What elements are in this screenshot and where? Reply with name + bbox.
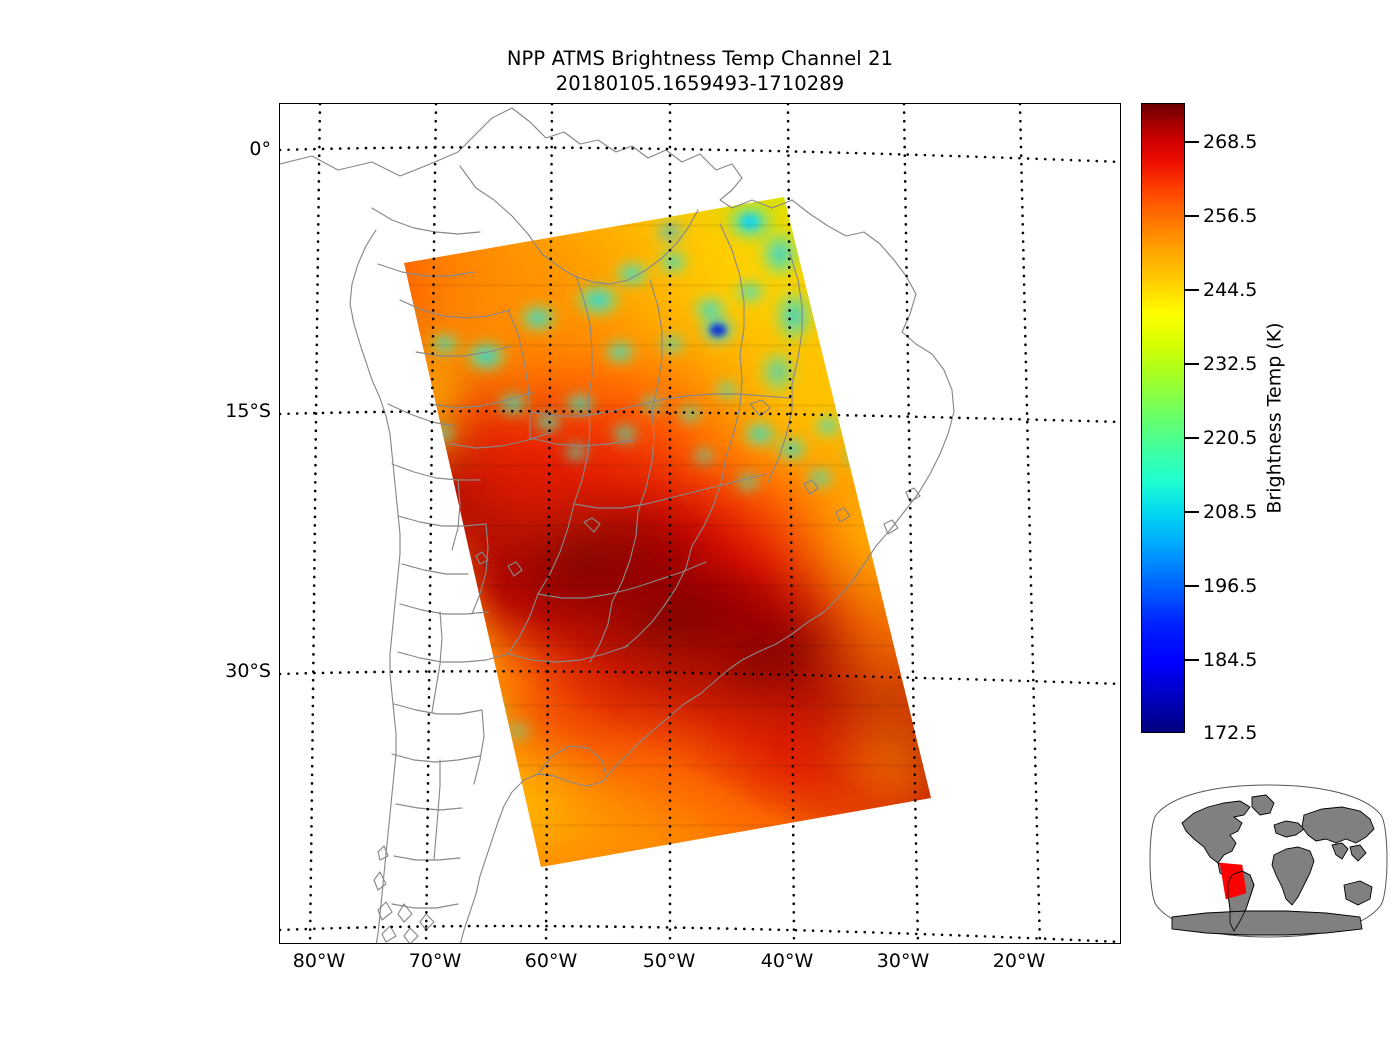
meridian-70W	[424, 104, 438, 943]
cbtick-mark-256	[1185, 215, 1199, 217]
parallel-0	[280, 146, 1120, 164]
meridian-30W	[902, 104, 920, 943]
colorbar-gradient	[1142, 104, 1184, 732]
graticule-layer	[280, 104, 1120, 943]
colorbar-label-text: Brightness Temp (K)	[1264, 322, 1286, 514]
cbtick-mark-244	[1185, 289, 1199, 291]
ytick-30S: 30°S	[225, 660, 271, 682]
inset-svg	[1149, 784, 1388, 938]
meridian-80W	[308, 104, 322, 943]
xtick-50W: 50°W	[642, 950, 696, 972]
cbtick-268: 268.5	[1203, 131, 1258, 153]
scanline-texture	[404, 224, 931, 827]
meridian-40W	[786, 104, 796, 943]
cbtick-mark-220	[1185, 437, 1199, 439]
map-plot-area	[279, 103, 1121, 944]
xtick-70W: 70°W	[408, 950, 462, 972]
map-canvas	[280, 104, 1120, 943]
colorbar-label: Brightness Temp (K)	[1258, 103, 1292, 733]
cbtick-mark-208	[1185, 511, 1199, 513]
cbtick-220: 220.5	[1203, 427, 1258, 449]
cbtick-232: 232.5	[1203, 353, 1258, 375]
cbtick-184: 184.5	[1203, 649, 1258, 671]
meridian-60W	[544, 104, 554, 943]
cbtick-mark-232	[1185, 363, 1199, 365]
cbtick-244: 244.5	[1203, 279, 1258, 301]
xtick-40W: 40°W	[760, 950, 814, 972]
inset-south-america-outline	[1227, 870, 1255, 932]
xtick-30W: 30°W	[876, 950, 930, 972]
parallel-30S	[280, 669, 1120, 686]
title-line-2: 20180105.1659493-1710289	[555, 72, 845, 95]
coastline-layer	[280, 107, 955, 943]
ytick-15S: 15°S	[225, 400, 271, 422]
map-svg	[280, 104, 1120, 943]
xtick-20W: 20°W	[992, 950, 1046, 972]
cbtick-mark-196	[1185, 585, 1199, 587]
parallel-45S	[280, 924, 1120, 943]
cbtick-172: 172.5	[1203, 722, 1258, 744]
xtick-80W: 80°W	[292, 950, 346, 972]
cbtick-mark-184	[1185, 659, 1199, 661]
cbtick-256: 256.5	[1203, 205, 1258, 227]
figure-title: NPP ATMS Brightness Temp Channel 21 2018…	[0, 46, 1400, 96]
xtick-60W: 60°W	[524, 950, 578, 972]
meridian-20W	[1018, 104, 1042, 943]
cbtick-196: 196.5	[1203, 575, 1258, 597]
parallel-15S	[280, 409, 1120, 424]
cbtick-mark-268	[1185, 141, 1199, 143]
cbtick-208: 208.5	[1203, 501, 1258, 523]
colorbar	[1141, 103, 1185, 733]
locator-inset-map	[1146, 781, 1391, 941]
ytick-0: 0°	[249, 138, 271, 160]
title-line-1: NPP ATMS Brightness Temp Channel 21	[506, 47, 894, 70]
